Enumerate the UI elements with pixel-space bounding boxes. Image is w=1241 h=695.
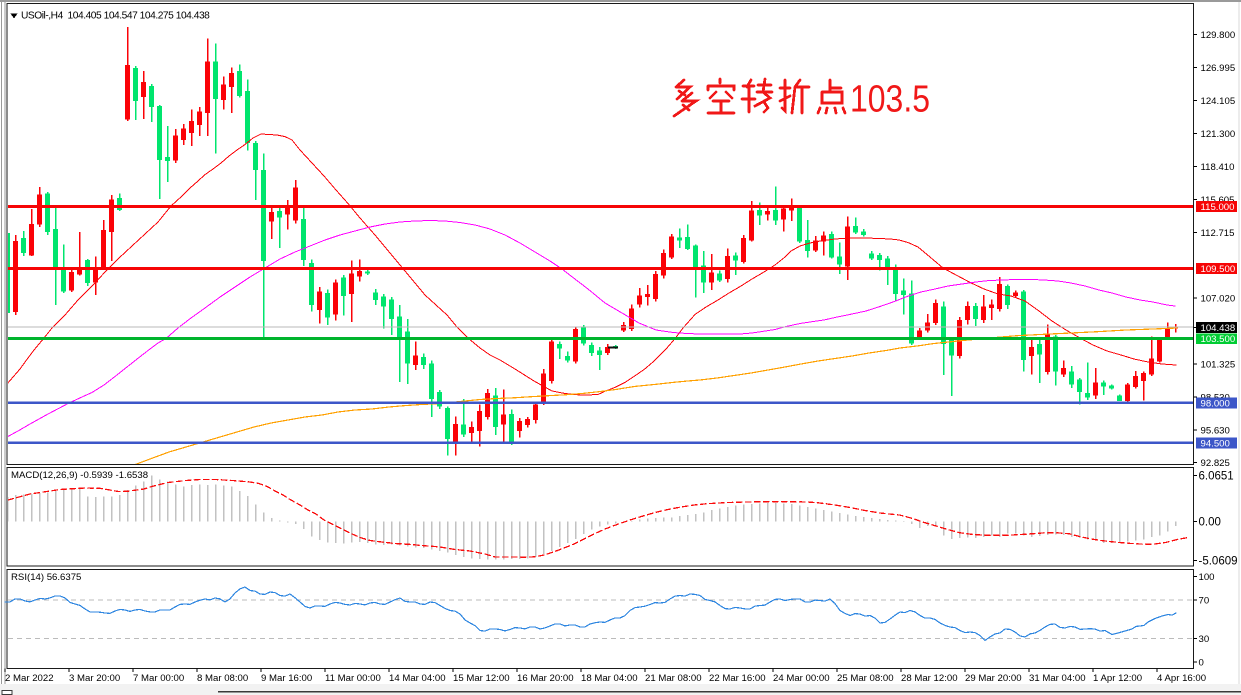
svg-text:3 Mar 20:00: 3 Mar 20:00 xyxy=(69,673,120,684)
svg-text:109.500: 109.500 xyxy=(1201,264,1236,275)
svg-text:101.325: 101.325 xyxy=(1201,360,1236,371)
svg-text:15 Mar 12:00: 15 Mar 12:00 xyxy=(453,673,510,684)
svg-text:107.020: 107.020 xyxy=(1201,294,1236,305)
svg-text:115.605: 115.605 xyxy=(1201,195,1235,206)
svg-text:31 Mar 04:00: 31 Mar 04:00 xyxy=(1029,673,1086,684)
svg-text:2 Mar 2022: 2 Mar 2022 xyxy=(5,673,54,684)
svg-text:21 Mar 08:00: 21 Mar 08:00 xyxy=(645,673,702,684)
svg-text:24 Mar 00:00: 24 Mar 00:00 xyxy=(773,673,830,684)
svg-text:7 Mar 00:00: 7 Mar 00:00 xyxy=(133,673,184,684)
svg-text:124.105: 124.105 xyxy=(1201,96,1236,107)
svg-text:11 Mar 00:00: 11 Mar 00:00 xyxy=(325,673,381,684)
svg-text:25 Mar 08:00: 25 Mar 08:00 xyxy=(837,673,894,684)
svg-text:8 Mar 08:00: 8 Mar 08:00 xyxy=(197,673,248,684)
svg-text:30: 30 xyxy=(1199,634,1210,645)
svg-text:4 Apr 16:00: 4 Apr 16:00 xyxy=(1157,673,1206,684)
svg-text:92.825: 92.825 xyxy=(1201,458,1230,469)
svg-text:126.995: 126.995 xyxy=(1201,63,1236,74)
svg-text:118.410: 118.410 xyxy=(1201,162,1235,173)
svg-text:6.0651: 6.0651 xyxy=(1199,471,1234,483)
svg-text:14 Mar 04:00: 14 Mar 04:00 xyxy=(389,673,446,684)
svg-text:129.800: 129.800 xyxy=(1201,30,1236,41)
svg-text:28 Mar 12:00: 28 Mar 12:00 xyxy=(901,673,958,684)
svg-text:103.500: 103.500 xyxy=(1201,334,1236,345)
svg-text:9 Mar 16:00: 9 Mar 16:00 xyxy=(261,673,312,684)
svg-text:70: 70 xyxy=(1199,596,1210,607)
svg-text:0.00: 0.00 xyxy=(1199,517,1221,529)
svg-text:95.630: 95.630 xyxy=(1201,426,1230,437)
svg-text:22 Mar 16:00: 22 Mar 16:00 xyxy=(709,673,766,684)
svg-text:USOil-,H4 104.405 104.547 104: USOil-,H4 104.405 104.547 104.275 104.43… xyxy=(21,11,210,22)
svg-text:18 Mar 04:00: 18 Mar 04:00 xyxy=(581,673,638,684)
svg-text:98.000: 98.000 xyxy=(1201,399,1230,410)
svg-text:1 Apr 12:00: 1 Apr 12:00 xyxy=(1093,673,1142,684)
svg-text:115.000: 115.000 xyxy=(1201,202,1235,213)
svg-text:103.5: 103.5 xyxy=(850,79,930,121)
svg-text:104.438: 104.438 xyxy=(1201,323,1236,334)
svg-text:16 Mar 20:00: 16 Mar 20:00 xyxy=(517,673,574,684)
svg-text:29 Mar 20:00: 29 Mar 20:00 xyxy=(965,673,1022,684)
svg-text:MACD(12,26,9) -0.5939 -1.6538: MACD(12,26,9) -0.5939 -1.6538 xyxy=(11,470,148,481)
svg-text:0: 0 xyxy=(1199,658,1204,669)
svg-text:RSI(14) 56.6375: RSI(14) 56.6375 xyxy=(11,572,81,583)
svg-text:94.500: 94.500 xyxy=(1201,439,1230,450)
svg-text:121.300: 121.300 xyxy=(1201,129,1236,140)
svg-text:-5.0609: -5.0609 xyxy=(1199,555,1238,567)
svg-text:100: 100 xyxy=(1199,572,1215,583)
svg-text:112.715: 112.715 xyxy=(1201,228,1235,239)
